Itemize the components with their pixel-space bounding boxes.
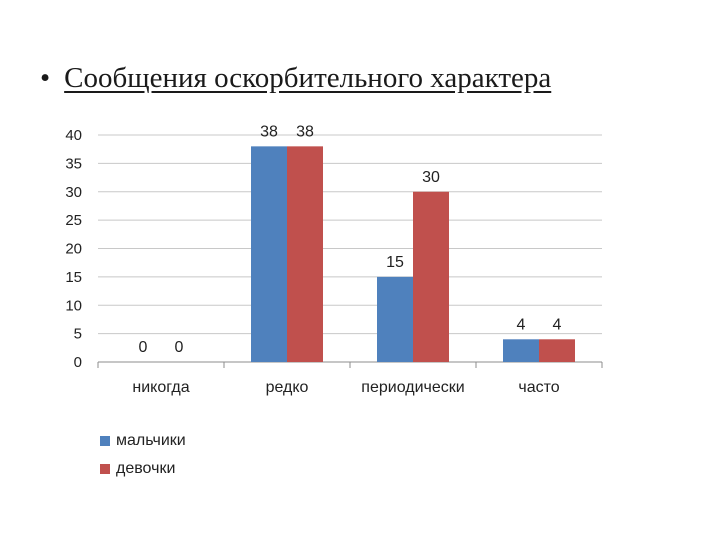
data-label-girls: 30 [422, 169, 440, 186]
data-label-boys: 0 [139, 339, 148, 356]
x-category-label: часто [518, 379, 559, 396]
data-label-boys: 15 [386, 254, 404, 271]
data-label-boys: 4 [517, 316, 526, 333]
y-tick-label: 0 [74, 354, 82, 371]
bar-boys [377, 276, 413, 362]
y-tick-label: 20 [65, 241, 82, 258]
legend-item-girls: девочки [100, 460, 175, 478]
x-category-label: периодически [361, 379, 464, 396]
legend-swatch-girls [100, 464, 110, 474]
data-label-girls: 4 [553, 316, 562, 333]
bar-boys [251, 146, 287, 362]
legend-label-boys: мальчики [116, 432, 186, 449]
bar-girls [413, 191, 449, 362]
data-label-girls: 0 [175, 339, 184, 356]
x-category-label: никогда [132, 379, 189, 396]
data-label-girls: 38 [296, 123, 314, 140]
y-tick-label: 5 [74, 326, 82, 343]
slide-title: Сообщения оскорбительного характера [64, 62, 552, 94]
slide-title-row: • Сообщения оскорбительного характера [40, 62, 551, 95]
data-label-boys: 38 [260, 123, 278, 140]
y-tick-label: 35 [65, 155, 82, 172]
bar-girls [287, 146, 323, 362]
y-tick-label: 10 [65, 297, 82, 314]
legend-swatch-boys [100, 436, 110, 446]
legend-label-girls: девочки [116, 460, 176, 477]
title-bullet: • [40, 62, 51, 94]
bar-girls [539, 339, 575, 362]
y-tick-label: 30 [65, 184, 82, 201]
legend-item-boys: мальчики [100, 432, 186, 450]
x-category-label: редко [266, 379, 309, 396]
y-tick-label: 40 [65, 127, 82, 144]
y-tick-label: 25 [65, 212, 82, 229]
y-tick-label: 15 [65, 269, 82, 286]
bar-boys [503, 339, 539, 362]
